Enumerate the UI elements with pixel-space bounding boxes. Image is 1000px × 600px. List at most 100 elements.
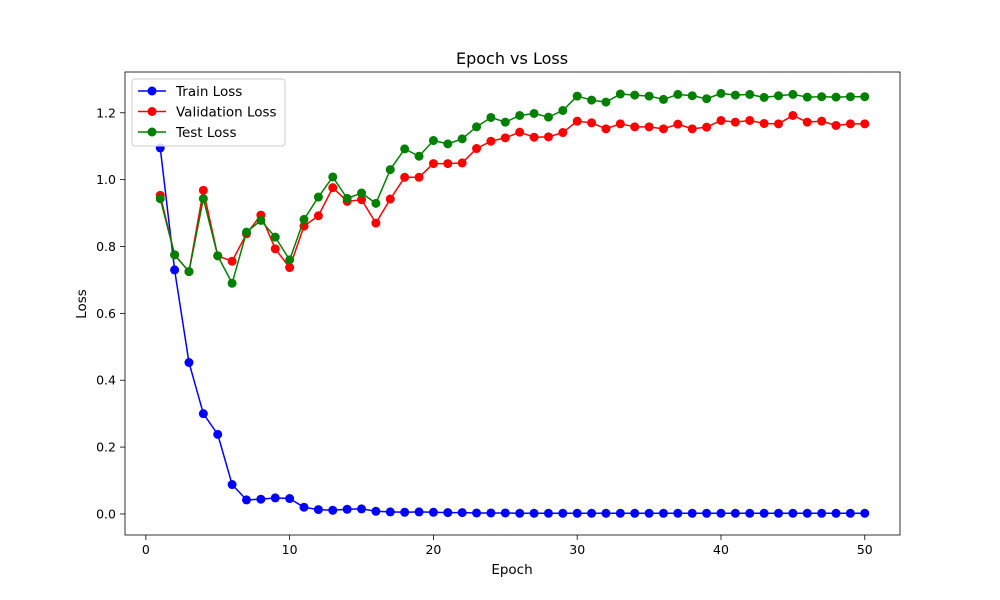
test-loss-point (572, 91, 582, 101)
train-loss-point (328, 505, 338, 515)
validation-loss-point (845, 119, 855, 129)
test-loss-point (155, 194, 165, 204)
validation-loss-point (227, 256, 237, 266)
test-loss-point (543, 112, 553, 122)
test-loss-point (328, 172, 338, 182)
train-loss-point (730, 508, 740, 518)
y-tick-label: 0.6 (96, 306, 116, 321)
validation-loss-point (357, 195, 367, 205)
validation-loss-point (860, 119, 870, 129)
test-loss-point (860, 92, 870, 102)
x-tick-label: 10 (282, 542, 298, 557)
train-loss-point (270, 493, 280, 503)
train-loss-point (745, 508, 755, 518)
x-axis-label: Epoch (491, 562, 532, 578)
y-tick-label: 0.0 (96, 506, 116, 521)
test-loss-point (702, 94, 712, 104)
train-loss-point (385, 507, 395, 517)
train-loss-point (170, 265, 180, 275)
train-loss-point (227, 480, 237, 490)
train-loss-point (558, 508, 568, 518)
validation-loss-point (702, 122, 712, 132)
train-loss-point (342, 504, 352, 514)
train-loss-point (687, 508, 697, 518)
validation-loss-point (443, 159, 453, 169)
test-loss-point (486, 112, 496, 122)
test-loss-point (788, 89, 798, 99)
validation-loss-point (198, 185, 208, 195)
validation-loss-point (759, 118, 769, 128)
train-loss-point (543, 508, 553, 518)
y-tick-label: 1.2 (96, 105, 116, 120)
test-loss-point (385, 165, 395, 175)
validation-loss-point (774, 119, 783, 129)
validation-loss-point (428, 159, 438, 169)
validation-loss-point (371, 218, 381, 228)
validation-loss-point (385, 194, 395, 204)
train-loss-point (658, 508, 668, 518)
test-loss-point (256, 215, 266, 225)
legend-box (131, 78, 286, 147)
legend-test-loss-swatch-marker (147, 127, 157, 137)
test-loss-point (802, 92, 812, 102)
test-loss-point (213, 251, 223, 261)
x-tick-label: 40 (713, 542, 729, 557)
validation-loss-point (515, 127, 525, 137)
train-loss-point (788, 508, 798, 518)
train-loss-point (457, 508, 467, 518)
test-loss-point (400, 144, 410, 154)
validation-loss-point (400, 172, 410, 182)
legend: Train Loss Validation Loss Test Loss (131, 78, 286, 147)
test-loss-point (615, 89, 625, 99)
test-loss-point (658, 94, 668, 104)
axes-frame (124, 71, 901, 536)
train-loss-point (256, 494, 266, 504)
train-loss-point (472, 508, 482, 518)
test-loss-point (371, 198, 381, 208)
validation-loss-point (802, 117, 812, 127)
validation-loss-point (543, 132, 553, 142)
y-tick-label: 0.4 (96, 373, 116, 388)
validation-loss-point (500, 133, 510, 143)
validation-loss-point (673, 119, 683, 129)
test-loss-point (529, 108, 539, 118)
test-loss-point (601, 97, 611, 107)
train-loss-point (615, 508, 625, 518)
x-tick-label: 0 (142, 542, 150, 557)
train-loss-point (299, 502, 309, 512)
train-loss-point (759, 508, 769, 518)
test-loss-point (270, 232, 280, 242)
validation-loss-point (831, 120, 841, 130)
train-loss-point (831, 508, 841, 518)
test-loss-point (428, 136, 438, 146)
train-loss-point (716, 508, 726, 518)
validation-loss-point (457, 158, 467, 168)
test-loss-point (299, 214, 309, 224)
legend-train-loss-swatch-marker (147, 86, 157, 96)
y-tick-label: 1.0 (96, 172, 116, 187)
validation-loss-point (472, 144, 482, 154)
validation-loss-point (716, 115, 726, 125)
train-loss-point (515, 508, 525, 518)
test-loss-point (457, 134, 467, 144)
train-loss-point (357, 504, 367, 514)
train-loss-point (285, 494, 295, 504)
train-loss-point (443, 508, 453, 518)
validation-loss-point (658, 124, 668, 134)
validation-loss-point (572, 116, 582, 126)
train-loss-point (817, 508, 827, 518)
test-loss-point (817, 92, 827, 102)
test-loss-point (774, 91, 783, 101)
validation-loss-point (414, 172, 424, 182)
train-loss-point (572, 508, 582, 518)
validation-loss-point (687, 124, 697, 134)
train-loss-point (486, 508, 496, 518)
legend-validation-loss-swatch-marker (147, 107, 157, 116)
test-loss-point (759, 92, 769, 102)
test-loss-point (242, 227, 251, 237)
test-loss-point (845, 92, 855, 102)
train-loss-point (242, 495, 251, 505)
validation-loss-point (486, 136, 496, 146)
validation-loss-point (644, 122, 654, 132)
